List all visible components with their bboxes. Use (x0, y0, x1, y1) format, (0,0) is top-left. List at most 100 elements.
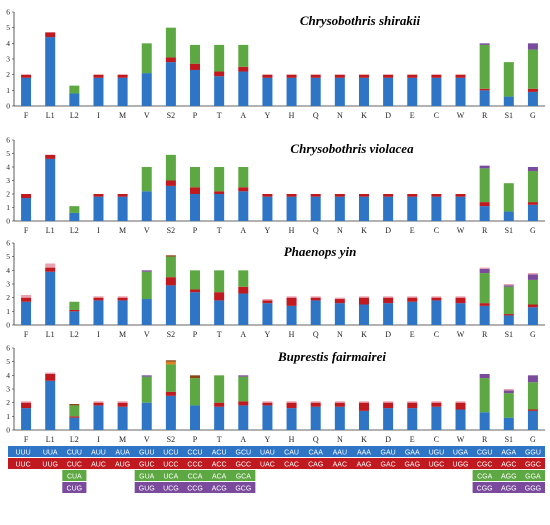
bar-K-segment-2 (358, 297, 369, 305)
y-tick-label: 3 (6, 280, 10, 289)
bar-E-segment-5 (407, 296, 418, 298)
bar-S1-segment-1 (503, 96, 514, 106)
bar-G-segment-1 (527, 91, 538, 106)
bar-S2-segment-1 (165, 395, 176, 430)
y-tick-label: 0 (6, 102, 10, 111)
bar-T-segment-2 (214, 71, 225, 77)
bar-E-segment-2 (407, 402, 418, 409)
bar-K-segment-5 (358, 401, 369, 403)
bar-M-segment-2 (117, 194, 128, 197)
bar-Q-segment-1 (310, 77, 321, 106)
bar-H-segment-2 (286, 402, 297, 409)
x-tick-label: K (361, 435, 367, 444)
bar-R-segment-4 (479, 43, 490, 45)
codon-label: CCA (188, 474, 203, 481)
chart-panel-4: 0 1 2 3 4 5 6 F L1 L2 I M V S2 P T A Y H Q N K D E C W R S1 G Buprest… (6, 344, 545, 444)
y-tick-label: 5 (6, 252, 10, 261)
codon-label: AUA (115, 450, 130, 457)
y-tick-label: 2 (6, 293, 10, 302)
codon-row-1-band (8, 446, 545, 457)
bar-W-segment-2 (455, 297, 466, 304)
x-tick-label: M (119, 111, 126, 120)
codon-label: GGA (525, 474, 541, 481)
bar-K-segment-1 (358, 77, 369, 106)
bar-E-segment-1 (407, 77, 418, 106)
x-tick-label: L1 (46, 111, 55, 120)
codon-label: GUG (139, 486, 155, 493)
bar-D-segment-1 (383, 303, 394, 325)
bar-R-segment-1 (479, 412, 490, 430)
bar-Q-segment-2 (310, 297, 321, 301)
codon-label: CUG (67, 486, 83, 493)
x-tick-label: G (530, 435, 536, 444)
bar-C-segment-1 (431, 77, 442, 106)
bar-M-segment-2 (117, 74, 128, 78)
bar-S1-segment-1 (503, 211, 514, 221)
x-tick-label: F (24, 111, 29, 120)
codon-label: GAG (404, 462, 420, 469)
bar-S1-segment-3 (503, 286, 514, 315)
x-tick-label: Q (313, 226, 319, 235)
x-tick-label: M (119, 226, 126, 235)
bar-D-segment-5 (383, 296, 394, 298)
bar-Y-segment-1 (262, 196, 273, 221)
bar-P-segment-2 (190, 63, 201, 70)
bar-F-segment-1 (21, 198, 32, 221)
y-tick-label: 1 (6, 412, 10, 421)
bar-V-segment-3 (141, 271, 152, 300)
bar-S1-segment-2 (503, 314, 514, 316)
bar-D-segment-2 (383, 402, 394, 409)
codon-row-3-band (472, 470, 545, 481)
codon-label: GGG (525, 486, 541, 493)
x-tick-label: G (530, 226, 536, 235)
bar-K-segment-1 (358, 410, 369, 430)
bar-L1-segment-5 (45, 263, 56, 268)
y-tick-label: 1 (6, 203, 10, 212)
bar-T-segment-1 (214, 300, 225, 325)
bar-N-segment-2 (334, 74, 345, 78)
x-tick-label: E (410, 111, 415, 120)
bar-L2-segment-2 (69, 309, 80, 312)
x-tick-label: M (119, 435, 126, 444)
bar-M-segment-5 (117, 296, 128, 298)
x-tick-label: I (97, 435, 100, 444)
bar-S2-segment-6 (165, 361, 176, 365)
codon-label: UAC (260, 462, 275, 469)
bar-E-segment-1 (407, 408, 418, 430)
codon-label: CAC (284, 462, 299, 469)
bar-S1-segment-1 (503, 417, 514, 430)
x-tick-label: N (337, 111, 343, 120)
x-tick-label: Y (265, 226, 271, 235)
codon-label: AUU (91, 450, 106, 457)
bar-T-segment-3 (214, 375, 225, 403)
bar-S1-segment-3 (503, 62, 514, 97)
bar-L2-segment-3 (69, 301, 80, 310)
panel-title: Chrysobothris violacea (290, 141, 414, 156)
bar-A-segment-4 (238, 375, 249, 377)
x-tick-label: R (482, 435, 488, 444)
bar-I-segment-2 (93, 297, 104, 301)
bar-D-segment-5 (383, 401, 394, 403)
bar-L2-segment-3 (69, 85, 80, 94)
codon-label: CGG (477, 486, 493, 493)
x-tick-label: I (97, 111, 100, 120)
codon-label: AAU (333, 450, 347, 457)
bar-S1-segment-3 (503, 393, 514, 418)
y-tick-label: 3 (6, 385, 10, 394)
bar-V-segment-4 (141, 270, 152, 272)
bar-R-segment-3 (479, 44, 490, 89)
bar-Y-segment-1 (262, 303, 273, 325)
bar-N-segment-2 (334, 402, 345, 407)
bar-V-segment-3 (141, 376, 152, 403)
bar-F-segment-1 (21, 408, 32, 430)
codon-label: GAU (381, 450, 396, 457)
codon-label: UCG (163, 486, 179, 493)
bar-K-segment-5 (358, 296, 369, 298)
codon-label: CCC (187, 462, 202, 469)
codon-label: AUG (115, 462, 130, 469)
bar-L1-segment-2 (45, 32, 56, 38)
x-tick-label: Y (265, 111, 271, 120)
codon-label: AUC (91, 462, 106, 469)
codon-label: ACG (212, 486, 227, 493)
x-tick-label: R (482, 226, 488, 235)
